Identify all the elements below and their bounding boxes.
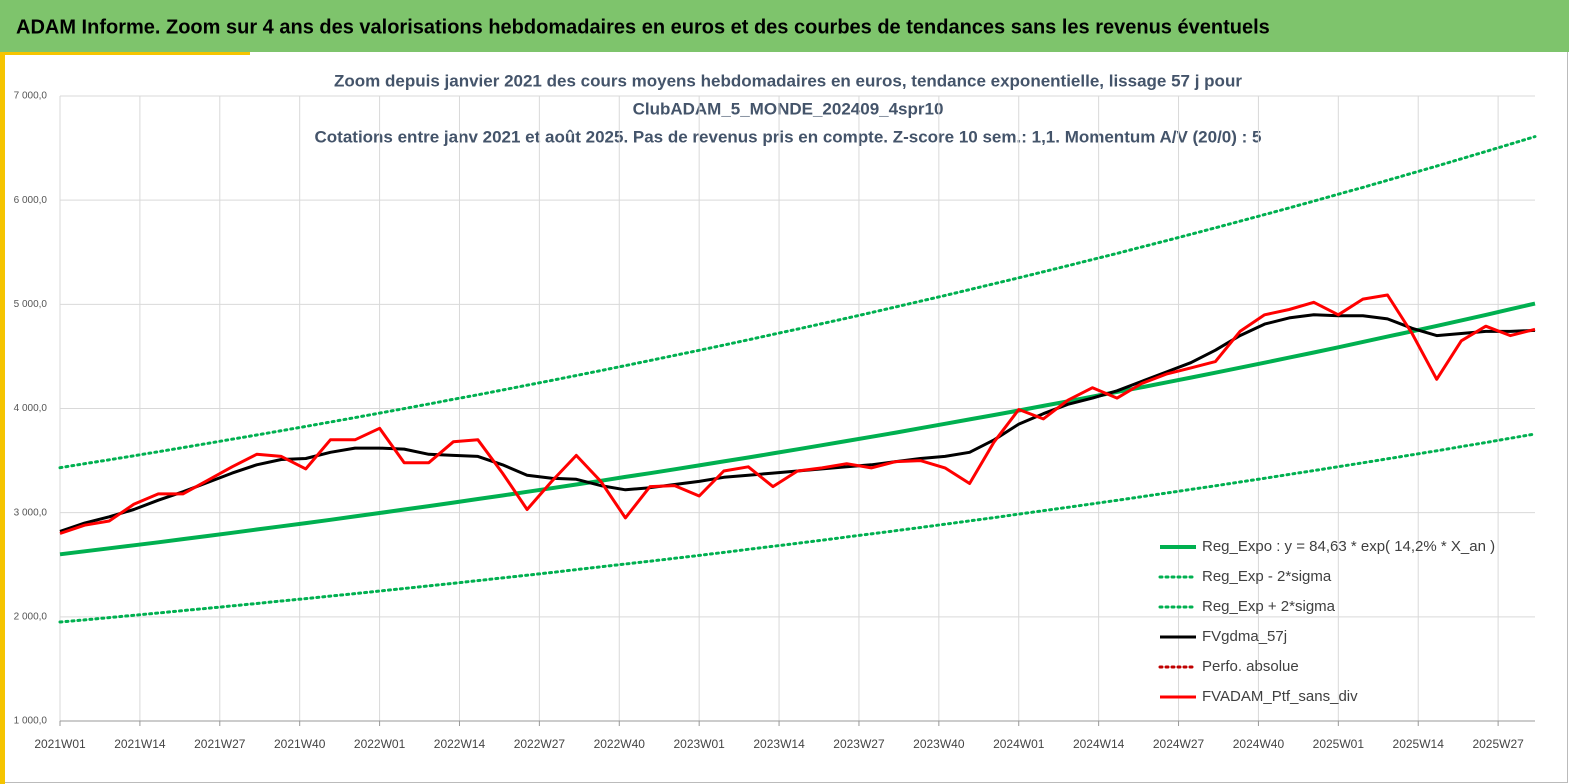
- x-tick-label: 2024W40: [1233, 737, 1285, 751]
- legend-label: FVADAM_Ptf_sans_div: [1202, 688, 1358, 705]
- accent: [0, 52, 5, 784]
- x-tick-label: 2023W40: [913, 737, 965, 751]
- x-tick-label: 2021W01: [34, 737, 86, 751]
- chart-title: Cotations entre janv 2021 et août 2025. …: [315, 127, 1262, 146]
- x-tick-label: 2025W14: [1393, 737, 1445, 751]
- legend-label: Reg_Exp - 2*sigma: [1202, 568, 1332, 585]
- legend-label: Reg_Expo : y = 84,63 * exp( 14,2% * X_an…: [1202, 538, 1495, 555]
- x-tick-label: 2021W14: [114, 737, 166, 751]
- accent: [0, 52, 250, 55]
- chart-title: ClubADAM_5_MONDE_202409_4spr10: [633, 99, 944, 118]
- y-tick-label: 2 000,0: [14, 611, 48, 622]
- header-bar: [0, 0, 1569, 52]
- x-tick-label: 2024W27: [1153, 737, 1205, 751]
- x-tick-label: 2023W27: [833, 737, 885, 751]
- y-tick-label: 4 000,0: [14, 403, 48, 414]
- chart-title: Zoom depuis janvier 2021 des cours moyen…: [334, 71, 1242, 90]
- x-tick-label: 2025W01: [1313, 737, 1365, 751]
- legend-label: Reg_Exp + 2*sigma: [1202, 598, 1336, 615]
- y-tick-label: 5 000,0: [14, 299, 48, 310]
- legend-label: FVgdma_57j: [1202, 628, 1287, 645]
- y-tick-label: 3 000,0: [14, 507, 48, 518]
- legend-label: Perfo. absolue: [1202, 658, 1299, 675]
- y-tick-label: 7 000,0: [14, 91, 48, 102]
- x-tick-label: 2024W01: [993, 737, 1045, 751]
- x-tick-label: 2022W01: [354, 737, 406, 751]
- x-tick-label: 2025W27: [1472, 737, 1524, 751]
- x-tick-label: 2021W27: [194, 737, 246, 751]
- x-tick-label: 2024W14: [1073, 737, 1125, 751]
- series-line: [58, 432, 1537, 624]
- x-tick-label: 2021W40: [274, 737, 326, 751]
- x-tick-label: 2022W27: [514, 737, 566, 751]
- header-title: ADAM Informe. Zoom sur 4 ans des valoris…: [16, 16, 1270, 38]
- series-line: [59, 293, 1536, 535]
- x-tick-label: 2023W14: [753, 737, 805, 751]
- x-tick-label: 2023W01: [673, 737, 725, 751]
- x-tick-label: 2022W14: [434, 737, 486, 751]
- y-tick-label: 6 000,0: [14, 195, 48, 206]
- series-line: [59, 301, 1536, 557]
- x-tick-label: 2022W40: [594, 737, 646, 751]
- series-line: [58, 135, 1537, 470]
- y-tick-label: 1 000,0: [14, 716, 48, 727]
